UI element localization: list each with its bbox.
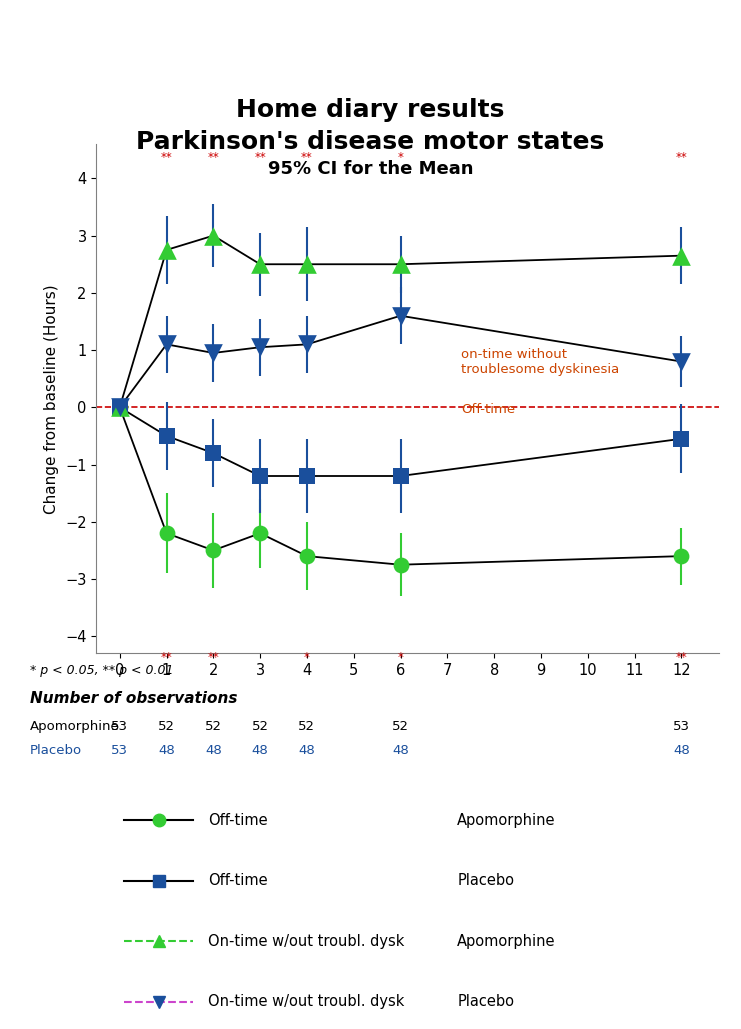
Point [301, 547, 313, 564]
Point [114, 399, 126, 416]
Text: *: * [398, 650, 403, 664]
Point [675, 430, 687, 447]
Point [254, 256, 266, 273]
Text: 53: 53 [673, 720, 690, 734]
Point [675, 547, 687, 564]
Text: Off-time: Off-time [462, 403, 516, 416]
Point [254, 525, 266, 541]
Point [161, 336, 173, 353]
Point [301, 256, 313, 273]
Text: Parkinson's disease motor states: Parkinson's disease motor states [136, 130, 605, 154]
Text: 48: 48 [252, 744, 268, 757]
Text: Apomorphine: Apomorphine [30, 720, 119, 734]
Text: on-time without
troublesome dyskinesia: on-time without troublesome dyskinesia [462, 348, 619, 376]
Text: **: ** [161, 650, 173, 664]
Text: 48: 48 [392, 744, 409, 757]
Text: On-time w/out troubl. dysk: On-time w/out troubl. dysk [208, 934, 405, 949]
Text: Home diary results: Home diary results [236, 98, 505, 122]
Text: *: * [304, 650, 310, 664]
Point [675, 353, 687, 369]
Text: Off-time: Off-time [208, 874, 268, 888]
Point [301, 468, 313, 485]
Text: **: ** [676, 151, 687, 164]
Point [301, 336, 313, 353]
Text: **: ** [676, 650, 687, 664]
Point [161, 525, 173, 541]
Point [254, 339, 266, 355]
Text: Placebo: Placebo [30, 744, 82, 757]
Point [161, 428, 173, 445]
Point [114, 399, 126, 416]
Text: 48: 48 [673, 744, 690, 757]
Point [207, 445, 219, 461]
Y-axis label: Change from baseline (Hours): Change from baseline (Hours) [44, 284, 59, 513]
Point [207, 345, 219, 361]
Point [114, 399, 126, 416]
Text: 48: 48 [158, 744, 175, 757]
Point [254, 468, 266, 485]
Text: 48: 48 [205, 744, 222, 757]
Text: **: ** [207, 650, 219, 664]
Text: * p < 0.05, ** p < 0.01: * p < 0.05, ** p < 0.01 [30, 664, 173, 677]
Point [207, 542, 219, 559]
Point [395, 557, 407, 573]
Text: 53: 53 [111, 720, 128, 734]
Point [675, 247, 687, 263]
Text: **: ** [301, 151, 313, 164]
Text: **: ** [207, 151, 219, 164]
Text: On-time w/out troubl. dysk: On-time w/out troubl. dysk [208, 994, 405, 1009]
Text: 52: 52 [158, 720, 175, 734]
Text: 95% CI for the Mean: 95% CI for the Mean [268, 159, 473, 178]
Text: 52: 52 [299, 720, 316, 734]
Text: **: ** [161, 151, 173, 164]
Text: 48: 48 [299, 744, 316, 757]
Text: Apomorphine: Apomorphine [457, 813, 556, 828]
Text: 53: 53 [111, 744, 128, 757]
Text: Off-time: Off-time [208, 813, 268, 828]
Point [395, 256, 407, 273]
Text: Placebo: Placebo [457, 994, 514, 1009]
Text: **: ** [254, 151, 266, 164]
Text: 52: 52 [252, 720, 269, 734]
Point [161, 242, 173, 258]
Text: Number of observations: Number of observations [30, 691, 237, 707]
Text: 52: 52 [205, 720, 222, 734]
Text: Apomorphine: Apomorphine [457, 934, 556, 949]
Text: Placebo: Placebo [457, 874, 514, 888]
Point [395, 308, 407, 324]
Point [207, 227, 219, 244]
Text: *: * [398, 151, 403, 164]
Point [395, 468, 407, 485]
Text: 52: 52 [392, 720, 409, 734]
Point [114, 399, 126, 416]
